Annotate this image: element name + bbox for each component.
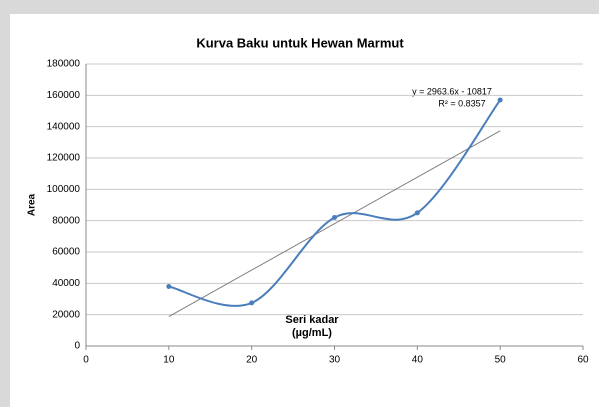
trendline-equation: y = 2963.6x - 10817 [412,86,492,96]
y-tick-label: 20000 [52,309,80,320]
chart-title: Kurva Baku untuk Hewan Marmut [196,35,404,50]
data-point [249,300,255,306]
y-tick-label: 0 [74,341,80,352]
x-tick-label: 10 [163,355,175,366]
y-tick-label: 60000 [52,247,80,258]
y-tick-label: 100000 [47,184,81,195]
trendline-r-squared: R² = 0.8357 [438,98,485,108]
y-axis-label: Area [27,193,38,216]
trendline [168,130,501,317]
x-axis-label: (µg/mL) [292,327,332,339]
data-point [414,210,420,216]
chart-area [10,14,599,407]
y-tick-label: 40000 [52,278,80,289]
x-tick-label: 20 [246,355,258,366]
x-tick-label: 40 [412,355,424,366]
y-tick-label: 80000 [52,215,80,226]
data-point [497,97,503,103]
data-point [166,283,172,289]
x-tick-label: 30 [329,355,341,366]
x-tick-label: 0 [83,355,89,366]
x-tick-label: 50 [495,355,507,366]
y-tick-label: 140000 [47,121,81,132]
y-tick-label: 120000 [47,153,81,164]
x-axis-label: Seri kadar [285,314,339,326]
data-point [332,215,337,221]
y-tick-label: 160000 [47,90,81,101]
x-tick-label: 60 [577,355,589,366]
y-tick-label: 180000 [47,59,81,70]
